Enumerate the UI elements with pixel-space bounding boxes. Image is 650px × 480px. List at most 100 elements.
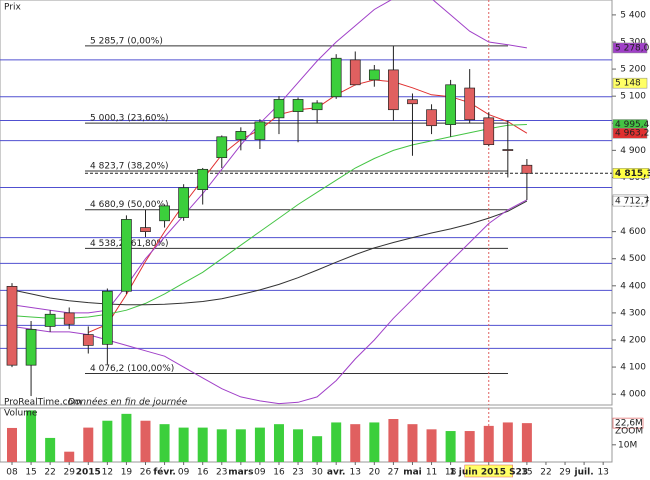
- last-price-tag: [612, 168, 650, 179]
- candle-body: [235, 131, 247, 140]
- volume-bar: [350, 424, 361, 462]
- overlay-line: [11, 124, 527, 319]
- price-tag-label: 4 712,7: [615, 197, 649, 207]
- candle-body: [216, 136, 228, 159]
- fibonacci-label: 4 680,9 (50,00%): [90, 200, 169, 210]
- y-tick-label: 4 000: [620, 390, 646, 400]
- x-tick-label: 1 juin 2015 S23: [449, 468, 528, 478]
- volume-bar: [502, 422, 513, 462]
- candle-body: [464, 87, 476, 121]
- source-note: Données en fin de journée: [68, 397, 188, 408]
- candle-body: [63, 312, 75, 325]
- y-tick-label: 4 600: [620, 227, 646, 237]
- candle-body: [368, 69, 380, 81]
- x-tick-label: 15: [521, 468, 532, 478]
- fibonacci-label: 4 823,7 (38,20%): [90, 162, 169, 172]
- price-tag-label: 4 963,2: [615, 129, 649, 139]
- volume-tick-label: 10M: [618, 440, 637, 450]
- zoom-label: ZOOM: [615, 427, 643, 437]
- volume-bar: [45, 437, 56, 462]
- candle-body: [273, 99, 285, 119]
- price-tag: [612, 77, 648, 89]
- y-tick-label: 5 200: [620, 65, 646, 75]
- volume-bar: [369, 422, 380, 462]
- volume-bar: [407, 424, 418, 462]
- candle-body: [388, 69, 399, 111]
- price-tag-label: 4 995,4: [615, 120, 650, 130]
- y-tick-label: 5 400: [620, 10, 646, 20]
- candle-body: [25, 329, 37, 366]
- candle-body: [197, 168, 209, 190]
- volume-bar: [235, 429, 246, 462]
- volume-bar: [273, 424, 284, 462]
- price-plot: 5 285,7 (0,00%) 5 000,3 (23,60%) 4 823,7 (…: [0, 0, 612, 405]
- volume-bar: [121, 413, 132, 462]
- volume-plot: [7, 408, 532, 462]
- volume-bar: [159, 424, 170, 462]
- volume-label: Volume: [4, 409, 38, 419]
- volume-bar: [178, 427, 189, 462]
- y-tick-label: 4 500: [620, 254, 646, 264]
- x-tick-label: 09: [178, 468, 190, 478]
- x-tick-label: 26: [140, 468, 152, 478]
- volume-last-tag: [612, 417, 644, 429]
- volume-bar: [331, 422, 342, 462]
- x-tick-label: juil.: [574, 468, 594, 478]
- x-tick-label: mai: [403, 468, 422, 478]
- volume-bar: [216, 429, 227, 462]
- y-tick-label: 4 400: [620, 281, 646, 291]
- x-tick-label: 11: [426, 468, 437, 478]
- candle-body: [311, 102, 323, 111]
- fibonacci-label: 5 285,7 (0,00%): [90, 36, 163, 46]
- y-tick-label: 5 100: [620, 92, 646, 102]
- price-tag: [612, 195, 648, 207]
- price-tag-label: 5 278,0: [615, 43, 650, 53]
- x-tick-label: 18: [445, 468, 457, 478]
- price-label: Prix: [4, 3, 21, 13]
- candle-body: [502, 149, 514, 151]
- volume-bar: [254, 427, 265, 462]
- price-tag: [612, 42, 648, 54]
- volume-bar: [464, 431, 475, 462]
- price-tag: [612, 127, 648, 139]
- x-tick-label: 22: [44, 468, 55, 478]
- fibonacci-label: 5 000,3 (23,60%): [90, 114, 169, 124]
- source-label: ProRealTime.com: [4, 398, 82, 408]
- fibonacci-label: 4 076,2 (100,00%): [90, 364, 174, 374]
- x-tick-label: 09: [254, 468, 266, 478]
- volume-bar: [426, 429, 437, 462]
- last-price-label: 4 815,37: [615, 169, 650, 179]
- x-tick-label: mars: [228, 468, 253, 478]
- volume-bar: [312, 436, 323, 462]
- x-tick-label: 23: [292, 468, 303, 478]
- volume-bar: [83, 427, 94, 462]
- candle-body: [6, 285, 18, 366]
- candle-body: [407, 99, 418, 105]
- candle-body: [82, 334, 94, 346]
- candle-body: [330, 57, 342, 98]
- candle-body: [44, 313, 56, 327]
- x-tick-label: 13: [350, 468, 361, 478]
- candle-body: [159, 205, 170, 222]
- x-tick-label: avr.: [327, 468, 346, 478]
- y-tick-label: 4 200: [620, 335, 646, 345]
- volume-bar: [388, 419, 399, 462]
- x-tick-label: 29: [63, 468, 75, 478]
- x-tick-label: 15: [25, 468, 36, 478]
- x-tick-label: 23: [216, 468, 227, 478]
- candle-body: [292, 99, 304, 112]
- x-tick-label: 13: [597, 468, 608, 478]
- candle-body: [140, 227, 151, 232]
- x-tick-label: 20: [369, 468, 381, 478]
- volume-bar: [7, 427, 17, 462]
- x-tick-label: 16: [197, 468, 209, 478]
- y-tick-label: 4 100: [620, 363, 646, 373]
- volume-bar: [26, 410, 37, 462]
- candle-body: [426, 109, 437, 127]
- volume-bar: [293, 429, 304, 462]
- candle-body: [178, 187, 189, 218]
- x-tick-label: 22: [540, 468, 551, 478]
- overlay-line: [11, 0, 527, 314]
